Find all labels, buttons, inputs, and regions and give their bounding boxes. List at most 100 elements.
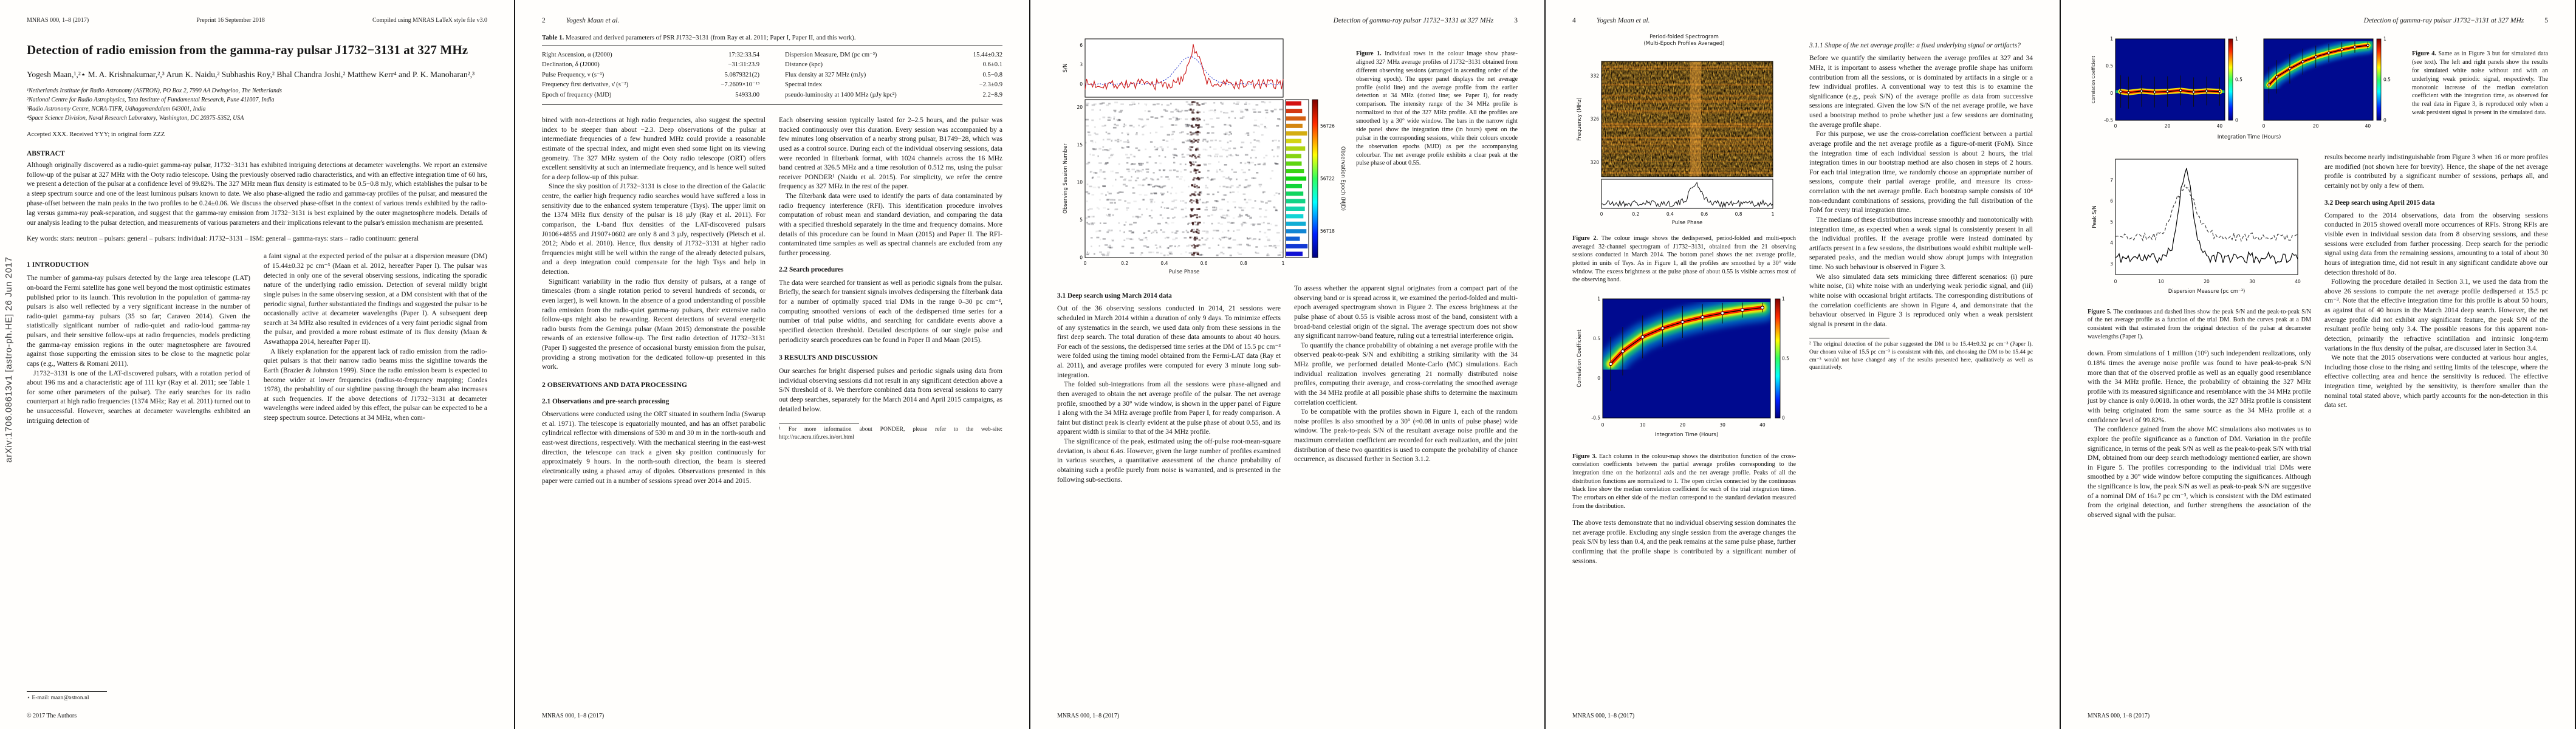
colorbar-label: Observation Epoch (MJD) (1340, 146, 1346, 211)
table-label: Spectral index (785, 81, 822, 89)
paragraph: A likely explanation for the apparent la… (264, 347, 487, 422)
svg-text:4: 4 (2110, 241, 2113, 246)
table-label: Declination, δ (J2000) (542, 61, 600, 69)
paragraph: Out of the 36 observing sessions conduct… (1057, 305, 1281, 379)
table-row: Flux density at 327 MHz (mJy) 0.5−0.8 (785, 70, 1002, 80)
footnote-rule (27, 691, 107, 693)
svg-text:0.4: 0.4 (1160, 261, 1168, 266)
affiliation: ⁴Space Science Division, Naval Research … (27, 114, 244, 122)
subsubsection-heading: 3.1.1 Shape of the net average profile: … (1809, 42, 2021, 49)
paragraph: results become nearly indistinguishable … (2324, 154, 2548, 190)
svg-text:0: 0 (2114, 279, 2117, 284)
paper-title: Detection of radio emission from the gam… (27, 43, 468, 57)
spectrogram-frame (1601, 61, 1773, 177)
spectrogram-noise (1601, 61, 1773, 177)
y-ticks: 320 326 332 (1591, 74, 1600, 165)
spectrogram-stripes (1601, 66, 1773, 174)
section-heading: 1 INTRODUCTION (27, 261, 89, 269)
svg-text:3: 3 (1080, 62, 1083, 67)
svg-text:40: 40 (2217, 123, 2223, 129)
colorbar-ticks-left: 00.51 (2235, 36, 2242, 123)
figure-4-plot: 0 20 40 0 20 40 -0.500.51 00.51 00.51 Integr… (2091, 36, 2391, 141)
paragraph: The data were searched for transient as … (779, 279, 1002, 344)
svg-text:5: 5 (2110, 219, 2113, 225)
svg-text:56722: 56722 (1320, 176, 1335, 182)
paragraph: Each observing session typically lasted … (779, 117, 1002, 191)
svg-text:30: 30 (1719, 422, 1725, 428)
page-1: arXiv:1706.08613v1 [astro-ph.HE] 26 Jun … (0, 0, 514, 729)
left-column-text: down. From simulations of 1 million (10⁶… (2088, 349, 2311, 520)
average-profile-panel (1601, 179, 1773, 209)
svg-text:10: 10 (1640, 422, 1646, 428)
svg-text:30: 30 (2249, 279, 2255, 284)
sn-ticks: 0 3 6 (1080, 43, 1083, 87)
table-value: −7.2609×10⁻¹³ (721, 81, 759, 89)
svg-text:1: 1 (1282, 261, 1285, 266)
svg-text:0.5: 0.5 (2235, 77, 2242, 83)
subsection-heading: 3.2 Deep search using April 2015 data (2324, 199, 2435, 207)
svg-text:0.6: 0.6 (1201, 261, 1208, 266)
figure-2-caption: Figure 2. The colour image shows the ded… (1572, 234, 1796, 284)
table-value: 17:32:33.54 (728, 52, 759, 58)
svg-text:320: 320 (1591, 160, 1600, 165)
table-row: Dispersion Measure, DM (pc cm⁻³) 15.44±0.… (785, 50, 1002, 60)
footnote: ² The original detection of the pulsar s… (1809, 341, 2033, 371)
page2-running-head: 2 Yogesh Maan et al. (542, 17, 1002, 24)
table-1: Right Ascension, α (J2000) 17:32:33.54 Dec… (542, 46, 1002, 106)
x-ticks: 0 0.2 0.4 0.6 0.8 1 (1600, 211, 1775, 217)
svg-text:20: 20 (2313, 123, 2319, 129)
keywords: Key words: stars: neutron – pulsars: gen… (27, 235, 419, 243)
y-axis-label: Peak S/N (2092, 205, 2098, 228)
table-row: Declination, δ (J2000) −31:31:23.9 (542, 60, 759, 70)
svg-text:3: 3 (2110, 261, 2113, 267)
table-label: Epoch of frequency (MJD) (542, 91, 612, 98)
section-heading: 2 OBSERVATIONS AND DATA PROCESSING (542, 380, 688, 389)
y-ticks: -0.5 0 0.5 1 (1591, 296, 1600, 420)
table-value: −31:31:23.9 (728, 61, 759, 69)
x-ticks: 0 10 20 30 40 (2114, 279, 2301, 284)
svg-text:0: 0 (1782, 415, 1785, 420)
figure-3-plot: 0 10 20 30 40 -0.500.51 00.51 Integration Ti… (1577, 296, 1789, 438)
signal-colorbar (2376, 38, 2382, 121)
column-right: Each observing session typically lasted … (779, 116, 1002, 486)
svg-text:-0.5: -0.5 (1591, 415, 1600, 420)
y-axis-label: Correlation Coefficient (1577, 329, 1583, 388)
page-footer: MNRAS 000, 1–8 (2017) (2088, 713, 2150, 719)
column-left: 1 INTRODUCTION The number of gamma-ray pu… (27, 252, 250, 426)
session-map-panel (1084, 99, 1284, 258)
column-left: Period-folded Spectrogram (Multi-Epoch P… (1572, 34, 1796, 566)
page-4: 4 Yogesh Maan et al. Period-folded Spect… (1546, 0, 2060, 729)
signal-frame (2263, 38, 2374, 121)
session-map-speckle (1085, 101, 1283, 256)
paragraph: Significant variability in the radio flu… (542, 278, 766, 371)
table-row: Spectral index −2.3±0.9 (785, 80, 1002, 90)
paragraph: For this purpose, we use the cross-corre… (1809, 131, 2033, 214)
abstract-heading: ABSTRACT (27, 149, 65, 157)
table-label: Right Ascension, α (J2000) (542, 52, 612, 58)
svg-text:40: 40 (2295, 279, 2301, 284)
svg-text:20: 20 (2165, 123, 2171, 129)
svg-text:0.5: 0.5 (2383, 77, 2391, 83)
page-footer: MNRAS 000, 1–8 (2017) (542, 713, 605, 719)
subsection-heading: 2.2 Search procedures (779, 266, 844, 274)
svg-text:0: 0 (1601, 422, 1605, 428)
average-profile-line (1601, 182, 1773, 208)
table-value: 5.0879321(2) (724, 71, 759, 78)
svg-text:7: 7 (2110, 177, 2113, 183)
colorbar-ticks-right: 00.51 (2383, 36, 2391, 123)
colorbar (1775, 298, 1781, 419)
table-row: Frequency first derivative, ν̇ (s⁻²) −7.2… (542, 80, 759, 90)
figure-5-caption: Figure 5. The continuous and dashed line… (2088, 308, 2311, 340)
affiliation: ¹Netherlands Institute for Radio Astrono… (27, 87, 282, 94)
paragraph: Observations were conducted using the OR… (542, 411, 766, 485)
paragraph: The medians of these distributions incre… (1809, 216, 2033, 272)
footnote: ¹ For more information about PONDER, ple… (779, 426, 1002, 440)
svg-text:20: 20 (2204, 279, 2210, 284)
paragraph: bined with non-detections at high radio … (542, 117, 766, 181)
figure-5-plot: 0 10 20 30 40 3 4 5 6 7 Dispersion Measure (pc c… (2092, 159, 2301, 295)
column-left: 3.1 Deep search using March 2014 data Out… (1057, 284, 1281, 485)
svg-text:0.5: 0.5 (1593, 336, 1600, 341)
table-value: 2.2−8.9 (982, 91, 1002, 98)
table-label: Dispersion Measure, DM (pc cm⁻³) (785, 52, 877, 58)
